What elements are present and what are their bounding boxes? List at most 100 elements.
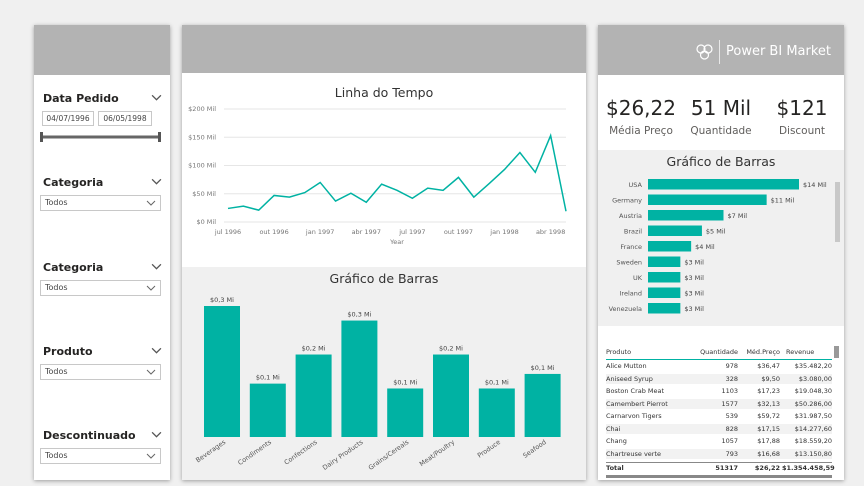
table-cell: $18.559,20 [794, 437, 832, 445]
descontinuado-dropdown-value: Todos [45, 451, 68, 460]
bar-dairy-products [341, 320, 378, 437]
table-row[interactable]: Boston Crab Meat 1103 $17,23 $19.048,30 [606, 386, 832, 396]
categoria-slicer-title: Categoria [43, 176, 104, 189]
table-row[interactable]: Camembert Pierrot 1577 $32,13 $50.286,00 [606, 398, 832, 409]
bar-chart-title: Gráfico de Barras [329, 271, 439, 286]
table-cell: $36,47 [757, 362, 780, 370]
bar-beverages [204, 306, 240, 437]
table-cell: $9,50 [761, 374, 780, 383]
kpi-media-preco-label: Média Preço [609, 125, 673, 137]
bar-data-label: $3 Mil [684, 274, 704, 282]
table-cell: $13.150,80 [794, 449, 832, 458]
bar-brazil [648, 225, 702, 236]
charts-panel: Linha do Tempo $0 Mil $50 Mil $100 Mil $150… [182, 25, 586, 480]
table-row[interactable]: Chartreuse verte 793 $16,68 $13.150,80 [606, 448, 832, 459]
country-label: Ireland [620, 290, 642, 298]
country-chart-scrollbar[interactable] [835, 182, 840, 242]
table-cell: $17,88 [757, 437, 780, 445]
bar-sweden [648, 256, 681, 267]
table-vertical-scrollbar[interactable] [834, 346, 839, 358]
chevron-down-icon[interactable] [151, 345, 162, 356]
descontinuado-dropdown[interactable]: Todos [40, 448, 161, 464]
table-cell: $50.286,00 [794, 399, 832, 408]
country-label: France [620, 243, 642, 251]
bar-data-label: $0,3 Mi [347, 311, 371, 319]
category-label: Grains/Cereals [367, 438, 411, 472]
summary-panel-header [598, 25, 844, 75]
chevron-down-icon[interactable] [151, 92, 162, 103]
chevron-down-icon[interactable] [151, 429, 162, 440]
timeline-series-line [227, 133, 567, 212]
kpi-media-preco-value: $26,22 [606, 96, 676, 120]
country-bar-chart[interactable]: USA $14 Mil Germany $11 Mil Austria $7 Mil Bra… [598, 177, 844, 323]
country-label: Sweden [616, 259, 642, 267]
total-label: Total [606, 464, 624, 472]
categoria2-dropdown[interactable]: Todos [40, 280, 161, 296]
chevron-down-icon[interactable] [151, 176, 162, 187]
country-label: UK [633, 274, 643, 282]
table-cell: Aniseed Syrup [606, 374, 653, 383]
kpi-quantidade-label: Quantidade [690, 125, 752, 137]
slider-handle-start[interactable] [40, 132, 43, 142]
country-label: Austria [619, 212, 642, 220]
table-row[interactable]: Chang 1057 $17,88 $18.559,20 [606, 436, 832, 446]
logo-icon [696, 44, 713, 60]
x-tick-label: out 1996 [259, 228, 288, 236]
chevron-down-icon [146, 369, 156, 375]
country-chart-title: Gráfico de Barras [666, 154, 776, 169]
descontinuado-slicer-title: Descontinuado [43, 429, 136, 442]
y-tick-label: $200 Mil [188, 105, 216, 113]
produto-dropdown[interactable]: Todos [40, 364, 161, 380]
date-end-input[interactable]: 06/05/1998 [98, 111, 152, 126]
date-range-slider[interactable] [40, 131, 162, 143]
table-cell: $14.277,60 [794, 424, 832, 433]
bar-uk [648, 272, 681, 283]
filters-panel-header [34, 25, 170, 75]
bar-germany [648, 194, 767, 205]
country-label: USA [629, 181, 643, 189]
table-cell: $59,72 [757, 412, 780, 420]
column-header[interactable]: Produto [606, 348, 632, 356]
table-cell: 978 [725, 362, 738, 370]
x-tick-label: jan 1997 [305, 228, 335, 236]
bar-france [648, 241, 692, 252]
summary-panel: Power BI Market $26,22 Média Preço 51 Mi… [598, 25, 844, 480]
category-label: Confections [283, 438, 319, 467]
filters-panel: Data Pedido 04/07/1996 06/05/1998 Catego… [34, 25, 170, 480]
table-row[interactable]: Alice Mutton 978 $36,47 $35.482,20 [606, 361, 832, 371]
table-row[interactable]: Aniseed Syrup 328 $9,50 $3.080,00 [606, 373, 832, 384]
table-cell: 828 [725, 424, 738, 433]
bar-chart-background [182, 267, 586, 480]
table-row[interactable]: Chai 828 $17,15 $14.277,60 [606, 423, 832, 434]
table-row[interactable]: Carnarvon Tigers 539 $59,72 $31.987,50 [606, 411, 832, 421]
table-cell: $17,15 [757, 424, 780, 433]
header-divider [606, 359, 832, 360]
column-header[interactable]: Revenue [786, 348, 815, 356]
bar-data-label: $0,2 Mi [302, 345, 326, 353]
x-tick-label: jul 1997 [398, 228, 425, 236]
table-cell: $3.080,00 [798, 374, 832, 383]
bar-ireland [648, 287, 681, 298]
date-start-input[interactable]: 04/07/1996 [42, 111, 94, 126]
charts-panel-header [182, 25, 586, 73]
table-horizontal-scrollbar[interactable] [606, 475, 832, 478]
timeline-line-chart[interactable]: $0 Mil $50 Mil $100 Mil $150 Mil $200 Mil jul… [182, 100, 586, 270]
table-cell: Chartreuse verte [606, 449, 662, 458]
bar-data-label: $0,3 Mi [210, 296, 234, 304]
column-header[interactable]: Méd.Preço [746, 348, 780, 356]
categoria-dropdown-value: Todos [45, 198, 68, 207]
category-label: Meat/Poultry [418, 438, 456, 468]
categoria-dropdown[interactable]: Todos [40, 195, 161, 211]
product-table: Produto Quantidade Méd.Preço Revenue Ali… [606, 345, 836, 478]
category-bar-chart[interactable]: $0,3 Mi Beverages $0,1 Mi Condiments $0,2 Mi… [182, 287, 586, 480]
table-header-row: Produto Quantidade Méd.Preço Revenue [606, 347, 832, 357]
y-tick-label: $100 Mil [188, 162, 216, 170]
table-cell: 1103 [721, 387, 738, 395]
chevron-down-icon[interactable] [151, 261, 162, 272]
slider-handle-end[interactable] [158, 132, 161, 142]
table-cell: 1057 [721, 437, 738, 445]
country-label: Venezuela [609, 305, 642, 313]
total-quantidade: 51317 [715, 464, 738, 472]
x-tick-label: abr 1997 [352, 228, 381, 236]
column-header[interactable]: Quantidade [700, 348, 738, 356]
